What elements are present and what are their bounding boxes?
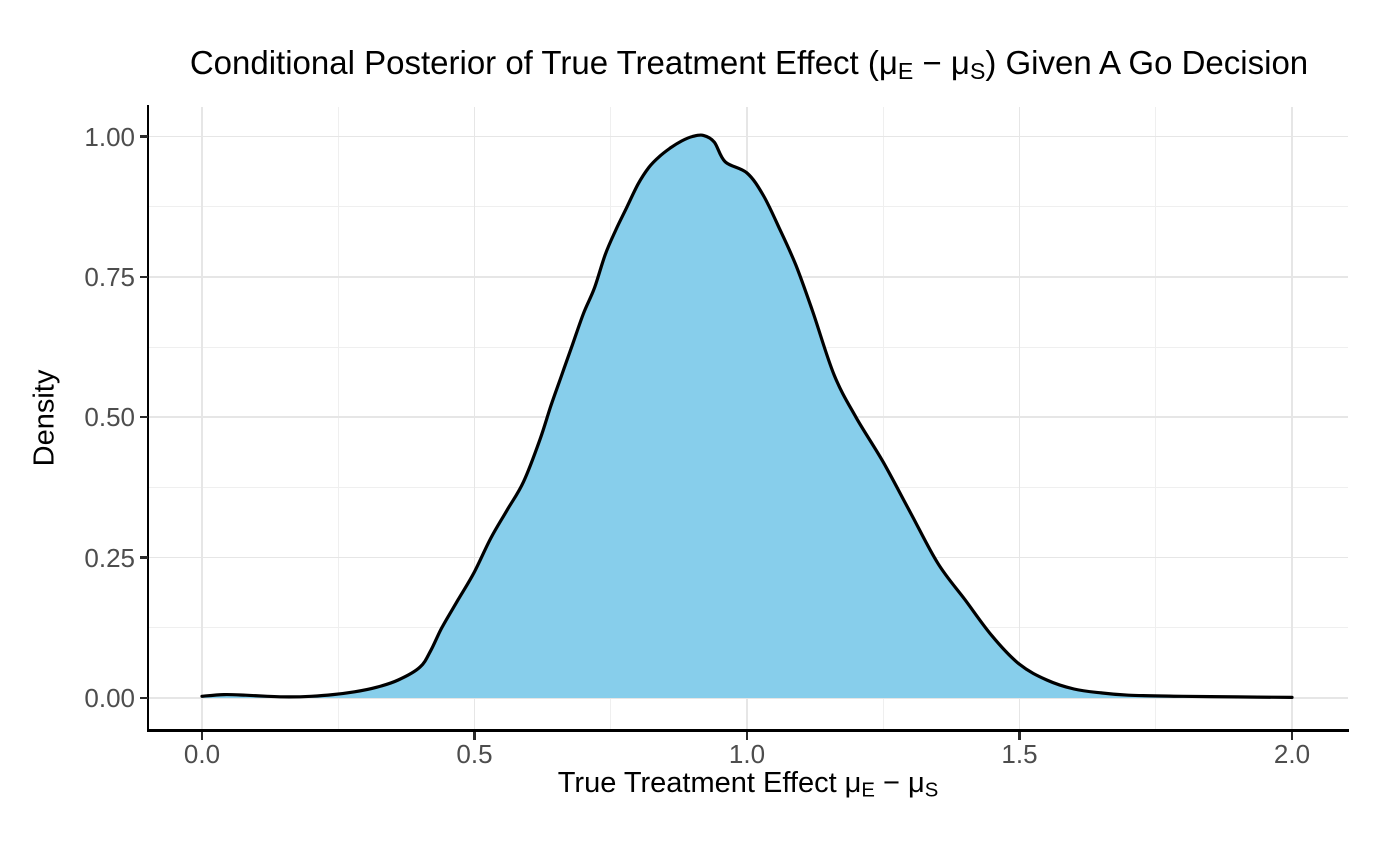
x-tick-mark [473,731,476,740]
x-tick-mark [200,731,204,740]
y-tick-mark [139,275,148,279]
chart-title-subscript-s: S [969,58,986,85]
chart-title-subscript-e: E [897,58,914,85]
y-tick-mark [139,556,148,559]
x-tick-mark [1018,731,1021,740]
y-tick-label: 0.50 [84,402,135,433]
major-horizontal-gridline [149,135,1348,138]
x-tick-label: 1.5 [1001,739,1038,769]
x-axis-title-subscript-e: E [861,779,875,802]
x-axis-title: True Treatment Effect μE − μS [148,766,1348,807]
chart-title: Conditional Posterior of True Treatment … [149,44,1349,90]
density-area [202,135,1292,698]
x-axis-title-subscript-s: S [924,779,939,802]
x-tick-label: 2.0 [1273,739,1311,769]
y-tick-label: 0.25 [84,542,135,573]
x-tick-label: 0.5 [456,739,493,769]
y-tick-mark [139,135,148,138]
y-tick-mark [139,696,148,700]
x-axis-title-text: True Treatment Effect μ [557,767,862,799]
x-tick-mark [745,731,749,740]
y-tick-label: 1.00 [84,121,135,152]
y-tick-label: 0.75 [84,261,135,292]
y-axis-line [146,105,150,732]
x-axis-line [146,729,1349,732]
chart-title-text: ) Given A Go Decision [985,44,1309,81]
density-line [200,133,1294,699]
chart-title-text: − μ [913,44,970,81]
plot-panel [148,107,1348,729]
x-axis-title-text: − μ [874,767,925,799]
density-curve-svg [200,133,1294,699]
x-tick-label: 0.0 [183,739,221,769]
x-tick-label: 1.0 [728,739,766,769]
chart-title-text: Conditional Posterior of True Treatment … [189,44,898,81]
y-tick-mark [139,415,148,419]
y-tick-label: 0.00 [84,683,135,713]
x-tick-mark [1290,731,1294,740]
